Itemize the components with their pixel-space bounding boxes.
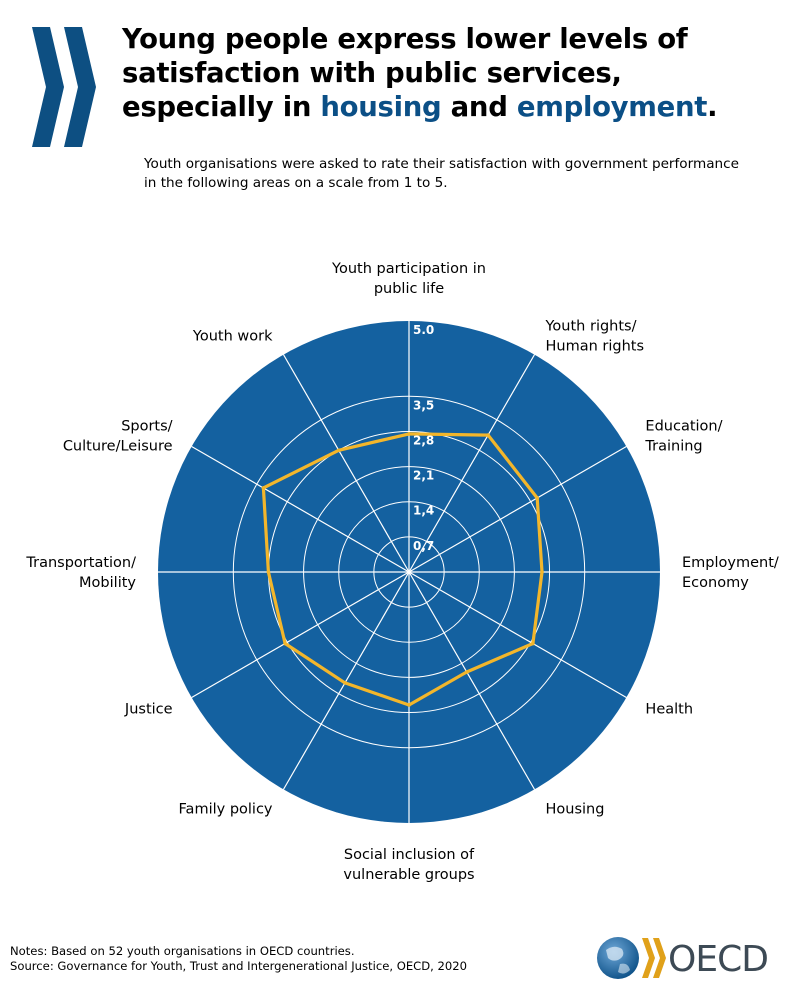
axis-label: Employment/Economy	[682, 555, 779, 591]
grid-spoke	[408, 445, 627, 573]
title-highlight-employment: employment	[516, 91, 708, 123]
data-point	[486, 433, 490, 437]
axis-label: Social inclusion of vulnerable groups	[343, 847, 475, 883]
source-text: Source: Governance for Youth, Trust and …	[10, 959, 468, 973]
logo-chevron-icon	[642, 938, 655, 978]
tick-label: 3,5	[413, 398, 434, 412]
tick-label: 5.0	[413, 323, 434, 337]
chart-subtitle: Youth organisations were asked to rate t…	[144, 156, 739, 191]
axis-label: Health	[645, 702, 693, 718]
title-text-1: Young people express lower levels of sat…	[122, 23, 688, 123]
axis-label: Education/Training	[644, 419, 722, 455]
notes-text: Notes: Based on 52 youth organisations i…	[10, 944, 355, 958]
axis-label: Youth participation in public life	[331, 261, 486, 297]
axis-label: Youth rights/Human rights	[545, 319, 645, 355]
title-text-3: .	[707, 91, 718, 123]
oecd-logo: OECD	[597, 937, 769, 980]
data-point	[343, 681, 347, 685]
data-point	[464, 670, 469, 674]
chart-title: Young people express lower levels of sat…	[122, 22, 782, 124]
grid-spoke	[191, 445, 410, 573]
grid-spoke	[408, 354, 536, 573]
oecd-chevron-icon	[32, 27, 96, 147]
data-point	[540, 570, 544, 574]
grid-spoke	[282, 354, 410, 573]
data-point	[535, 496, 540, 500]
tick-label: 2,1	[413, 469, 434, 483]
title-highlight-housing: housing	[320, 91, 442, 123]
axis-label: Youth work	[192, 329, 273, 345]
axis-label: Transportation/Mobility	[25, 555, 136, 591]
data-point	[407, 432, 411, 436]
tick-label: 2,8	[413, 433, 434, 447]
data-point	[531, 641, 535, 646]
data-point	[261, 486, 266, 490]
axis-label: Sports/Culture/Leisure	[63, 419, 173, 455]
logo-chevron-icon	[653, 938, 666, 978]
axis-label: Housing	[546, 801, 605, 817]
data-point	[283, 641, 287, 646]
grid-spoke	[282, 571, 410, 790]
logo-text: OECD	[668, 939, 768, 980]
chart-notes: Notes: Based on 52 youth organisations i…	[10, 944, 467, 974]
grid-spoke	[191, 571, 410, 699]
data-point	[336, 448, 341, 453]
tick-label: 0,7	[413, 539, 434, 553]
grid-spoke	[408, 571, 536, 790]
axis-label: Family policy	[179, 801, 273, 817]
tick-label: 1,4	[413, 504, 434, 518]
grid-spoke	[408, 571, 627, 699]
title-text-2: and	[441, 91, 517, 123]
data-point	[407, 703, 411, 707]
data-point	[266, 570, 271, 574]
axis-label: Justice	[124, 702, 173, 718]
